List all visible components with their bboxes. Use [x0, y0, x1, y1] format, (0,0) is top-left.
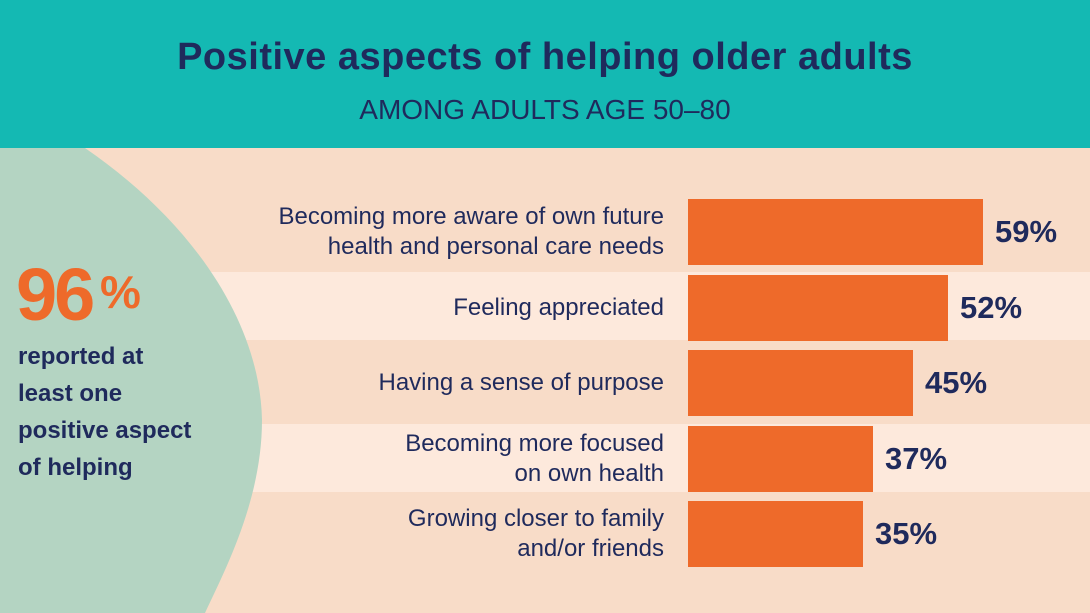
- subtitle: AMONG ADULTS AGE 50–80: [359, 94, 731, 125]
- category-label: Having a sense of purpose: [378, 369, 664, 396]
- title: Positive aspects of helping older adults: [177, 36, 913, 78]
- highlight-number: 96: [16, 253, 95, 336]
- header: [0, 0, 1090, 148]
- category-label: Growing closer to family and/or friends: [407, 505, 664, 562]
- bar: [688, 350, 913, 416]
- highlight-text: reported at least one positive aspect of…: [18, 343, 192, 481]
- highlight-unit: %: [100, 266, 141, 318]
- value-label: 35%: [875, 516, 938, 551]
- value-label: 37%: [885, 440, 948, 476]
- bar: [688, 199, 983, 265]
- value-label: 45%: [925, 365, 988, 400]
- value-label: 59%: [995, 214, 1058, 249]
- category-label: Becoming more focused on own health: [405, 429, 664, 487]
- category-label: Feeling appreciated: [453, 293, 664, 321]
- value-label: 52%: [960, 289, 1023, 325]
- category-label: Becoming more aware of own future health…: [278, 203, 664, 260]
- bar: [688, 274, 948, 341]
- bar: [688, 425, 873, 492]
- bar: [688, 501, 863, 567]
